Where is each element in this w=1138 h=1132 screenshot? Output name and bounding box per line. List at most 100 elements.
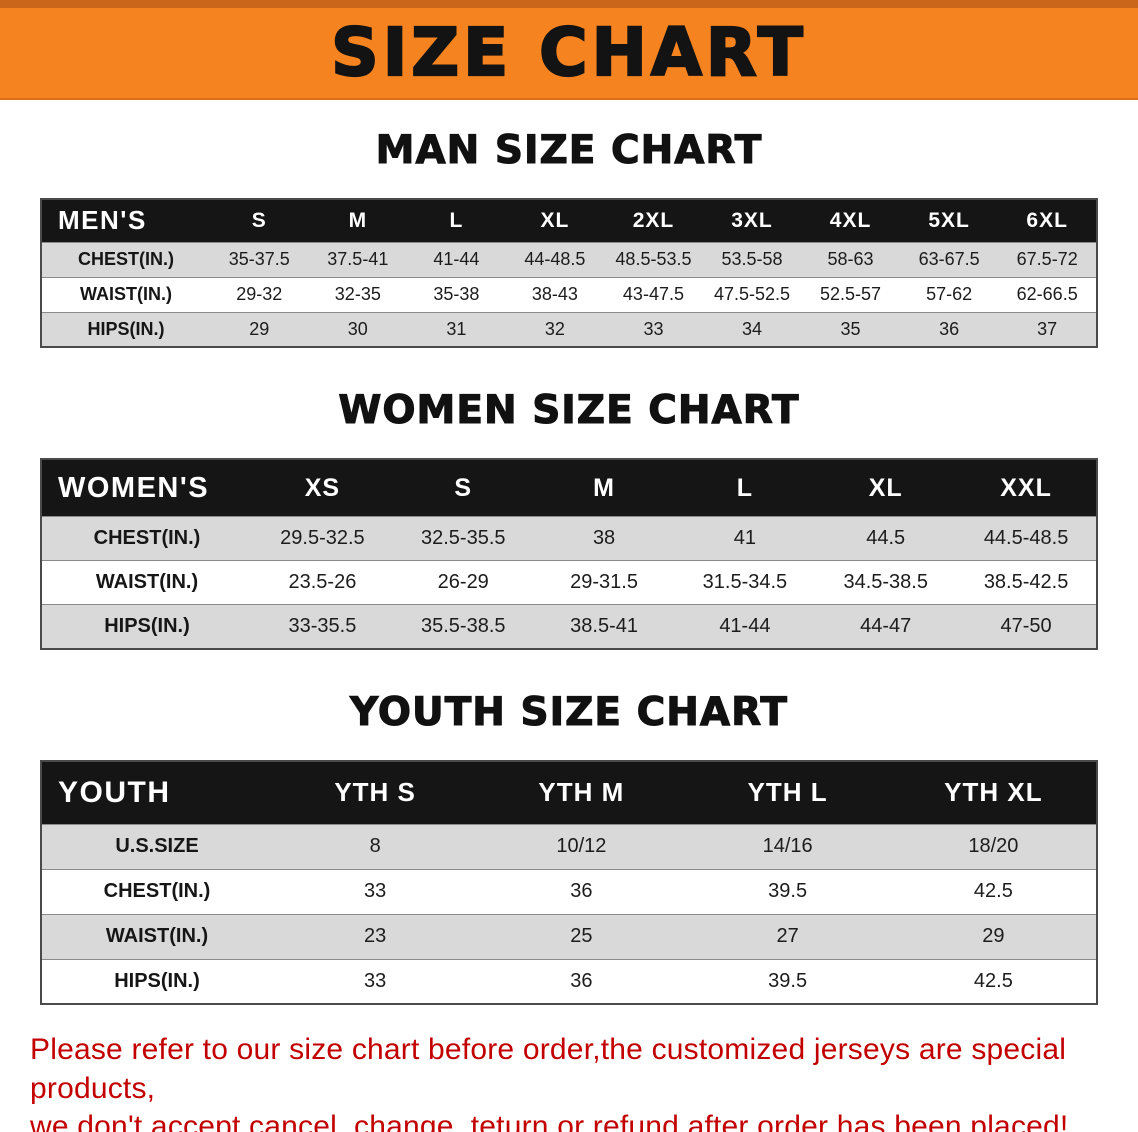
size-cell: 47.5-52.5: [713, 284, 791, 305]
size-cell: 29: [249, 319, 270, 340]
row-label: CHEST(IN.): [93, 527, 201, 550]
size-column-header: XXL: [956, 459, 1097, 517]
row-label: CHEST(IN.): [103, 880, 211, 903]
size-cell: 42.5: [973, 880, 1013, 903]
size-cell: 41: [733, 527, 757, 550]
row-label: WAIST(IN.): [95, 571, 199, 594]
size-cell: 37: [1037, 319, 1058, 340]
size-cell: 41-44: [719, 615, 771, 638]
table-row: WAIST(IN.) 23 25 27 29: [41, 914, 1097, 960]
size-cell: 43-47.5: [622, 284, 684, 305]
size-cell: 29-32: [236, 284, 283, 305]
table-row: HIPS(IN.) 29 30 31 32 33 34 35 36 37: [41, 312, 1097, 348]
size-cell: 52.5-57: [820, 284, 882, 305]
page-title: SIZE CHART: [330, 14, 807, 91]
size-chart-sections: MAN SIZE CHART MEN'S S M L XL 2XL 3XL 4XL 5XL 6XL C…: [0, 128, 1138, 1006]
youth-table-corner-label: YOUTH: [41, 760, 272, 825]
size-cell: 44-47: [860, 615, 912, 638]
women-table-corner-label: WOMEN'S: [41, 459, 252, 517]
banner: SIZE CHART: [0, 0, 1138, 100]
men-header-row: MEN'S S M L XL 2XL 3XL 4XL 5XL 6XL: [41, 198, 1097, 243]
size-cell: 37.5-41: [327, 249, 389, 270]
size-cell: 67.5-72: [1016, 249, 1078, 270]
size-column-header: 6XL: [998, 198, 1097, 243]
size-cell: 33: [364, 880, 387, 903]
size-column-header: S: [210, 198, 309, 243]
size-column-header: 2XL: [604, 198, 703, 243]
size-cell: 8: [369, 835, 381, 858]
youth-size-section: YOUTH SIZE CHART YOUTH YTH S YTH M YTH L YTH …: [0, 690, 1138, 1006]
table-row: WAIST(IN.) 23.5-26 26-29 29-31.5 31.5-34.5 34…: [41, 560, 1097, 605]
size-cell: 44.5-48.5: [983, 527, 1069, 550]
size-cell: 57-62: [926, 284, 973, 305]
size-column-header: YTH S: [272, 760, 479, 825]
size-cell: 48.5-53.5: [615, 249, 692, 270]
notice-line-1: Please refer to our size chart before or…: [30, 1033, 1067, 1105]
size-column-header: S: [392, 459, 534, 517]
row-label: CHEST(IN.): [78, 249, 174, 270]
size-column-header: XS: [252, 459, 393, 517]
size-cell: 29.5-32.5: [280, 527, 365, 550]
women-header-row: WOMEN'S XS S M L XL XXL: [41, 459, 1097, 517]
size-cell: 33: [643, 319, 664, 340]
size-cell: 38.5-41: [570, 615, 638, 638]
row-label: HIPS(IN.): [104, 615, 190, 638]
size-column-header: 4XL: [801, 198, 900, 243]
size-cell: 35-38: [433, 284, 480, 305]
size-cell: 44.5: [866, 527, 906, 550]
size-cell: 33: [364, 969, 387, 992]
women-size-table: WOMEN'S XS S M L XL XXL CHEST(IN.) 29.5-32.5 32.5…: [40, 458, 1098, 650]
size-cell: 35.5-38.5: [420, 615, 506, 638]
footer-notice: Please refer to our size chart before or…: [30, 1031, 1138, 1132]
row-label: HIPS(IN.): [114, 969, 200, 992]
size-cell: 47-50: [1000, 615, 1052, 638]
size-column-header: YTH XL: [890, 760, 1097, 825]
size-cell: 35: [840, 319, 861, 340]
table-row: HIPS(IN.) 33-35.5 35.5-38.5 38.5-41 41-44 44-…: [41, 604, 1097, 649]
men-size-section: MAN SIZE CHART MEN'S S M L XL 2XL 3XL 4XL 5XL 6XL C…: [0, 128, 1138, 349]
size-cell: 29: [982, 925, 1005, 948]
size-cell: 23: [364, 925, 387, 948]
size-cell: 30: [347, 319, 368, 340]
row-label: WAIST(IN.): [80, 284, 172, 305]
men-size-chart-heading: MAN SIZE CHART: [375, 128, 763, 173]
size-column-header: M: [533, 459, 675, 517]
table-row: CHEST(IN.) 35-37.5 37.5-41 41-44 44-48.5 48.5…: [41, 242, 1097, 278]
size-cell: 38-43: [531, 284, 578, 305]
size-column-header: 5XL: [899, 198, 999, 243]
size-cell: 39.5: [768, 969, 808, 992]
size-column-header: M: [308, 198, 408, 243]
size-column-header: XL: [505, 198, 605, 243]
size-cell: 62-66.5: [1016, 284, 1078, 305]
size-cell: 36: [939, 319, 960, 340]
size-column-header: YTH M: [478, 760, 685, 825]
notice-line-2: we don't accept cancel, change, teturn o…: [30, 1109, 1069, 1132]
row-label: WAIST(IN.): [105, 925, 209, 948]
size-cell: 36: [570, 969, 593, 992]
size-cell: 36: [570, 880, 593, 903]
size-cell: 26-29: [437, 571, 489, 594]
size-cell: 34.5-38.5: [843, 571, 928, 594]
men-size-table: MEN'S S M L XL 2XL 3XL 4XL 5XL 6XL CHEST(IN.) 35-37…: [40, 197, 1098, 349]
women-size-chart-heading: WOMEN SIZE CHART: [338, 388, 800, 434]
size-cell: 42.5: [973, 969, 1013, 992]
size-cell: 31.5-34.5: [702, 571, 788, 594]
size-cell: 33-35.5: [288, 615, 357, 638]
size-cell: 35-37.5: [228, 249, 290, 270]
size-cell: 18/20: [968, 835, 1019, 858]
size-column-header: 3XL: [702, 198, 802, 243]
size-cell: 29-31.5: [570, 571, 638, 594]
size-cell: 38: [592, 527, 616, 550]
table-row: WAIST(IN.) 29-32 32-35 35-38 38-43 43-47.5 47.…: [41, 277, 1097, 313]
size-cell: 25: [570, 925, 593, 948]
size-cell: 41-44: [433, 249, 480, 270]
table-row: CHEST(IN.) 29.5-32.5 32.5-35.5 38 41 44.5 44.5…: [41, 516, 1097, 561]
size-cell: 32: [544, 319, 565, 340]
size-cell: 14/16: [762, 835, 813, 858]
size-cell: 23.5-26: [288, 571, 357, 594]
size-cell: 63-67.5: [918, 249, 980, 270]
youth-header-row: YOUTH YTH S YTH M YTH L YTH XL: [41, 760, 1097, 825]
size-cell: 39.5: [768, 880, 808, 903]
size-cell: 53.5-58: [721, 249, 783, 270]
